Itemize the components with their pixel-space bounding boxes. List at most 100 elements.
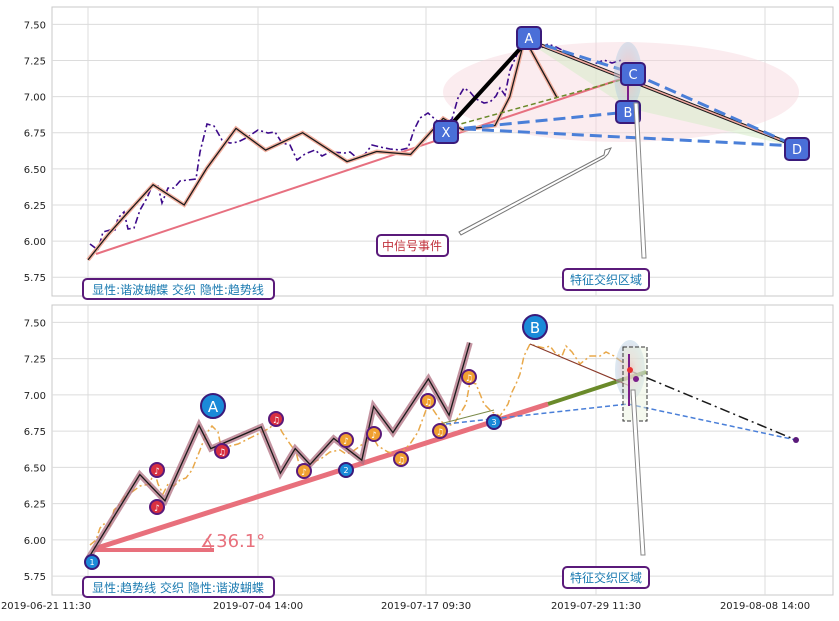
- y-tick-label: 7.00: [24, 93, 46, 104]
- price-smooth-top-line: [87, 37, 558, 261]
- x-tick-label: 2019-06-21 11:30: [1, 601, 91, 612]
- label-x: X: [433, 120, 459, 144]
- bottom-leg-bd: [627, 403, 797, 441]
- angle-label: ∡36.1°: [200, 531, 265, 552]
- zone-label-box-top: 特征交织区域: [562, 268, 650, 291]
- wave-markers: 1 2 3: [84, 414, 502, 570]
- note-marker-3: ♫: [214, 443, 230, 459]
- wave-marker-3: 3: [486, 414, 502, 430]
- svg-text:♫: ♫: [397, 456, 405, 466]
- leg-xb: [445, 110, 629, 132]
- top-panel-content: X A C B D 中信号事件 特征交织区域: [82, 26, 810, 300]
- svg-text:1: 1: [89, 558, 94, 567]
- svg-text:♪: ♪: [154, 504, 160, 514]
- y-tick-label: 7.50: [24, 318, 46, 329]
- svg-text:♫: ♫: [272, 416, 280, 426]
- svg-text:B: B: [624, 106, 633, 121]
- y-tick-label: 6.75: [24, 129, 46, 140]
- note-marker-10: ♫: [432, 423, 448, 439]
- bottom-panel-content: ∡36.1° ♪ ♪ ♫ ♫ ♪ ♪ ♪ ♫ ♫ ♫ ♫ 1 2: [82, 314, 799, 598]
- leg-ad-light: [527, 39, 797, 147]
- svg-text:B: B: [530, 319, 540, 337]
- svg-text:特征交织区域: 特征交织区域: [570, 272, 642, 287]
- svg-text:C: C: [628, 68, 637, 83]
- y-tick-label: 6.00: [24, 237, 46, 248]
- y-tick-labels: 7.50 7.25 7.00 6.75 6.50 6.25 6.00 5.75 7.50 7.25…: [24, 20, 46, 583]
- svg-text:♫: ♫: [465, 374, 473, 384]
- event-label-box: 中信号事件: [376, 234, 449, 257]
- y-tick-label: 6.00: [24, 536, 46, 547]
- note-marker-5: ♪: [296, 463, 312, 479]
- event-arrow: [458, 147, 612, 236]
- label-d: D: [784, 137, 810, 161]
- svg-text:X: X: [442, 126, 451, 141]
- y-tick-label: 5.75: [24, 572, 46, 583]
- trendline-bottom: [93, 401, 549, 552]
- big-label-a: A: [200, 393, 226, 419]
- info-box-bottom: 显性:趋势线 交织 隐性:谐波蝴蝶: [82, 576, 275, 598]
- y-tick-label: 6.50: [24, 463, 46, 474]
- y-tick-label: 6.25: [24, 201, 46, 212]
- price-smooth-bottom-line: [87, 342, 471, 560]
- svg-text:♪: ♪: [154, 467, 160, 477]
- note-marker-7: ♪: [366, 426, 382, 442]
- zone-label-box-bottom: 特征交织区域: [562, 566, 650, 589]
- svg-text:A: A: [525, 32, 534, 47]
- note-marker-2: ♪: [149, 499, 165, 515]
- svg-text:♫: ♫: [424, 398, 432, 408]
- label-a: A: [516, 26, 542, 50]
- x-tick-labels: 2019-06-21 11:30 2019-07-04 14:00 2019-07-…: [1, 601, 810, 612]
- wave-base-line: [439, 409, 495, 425]
- note-marker-1: ♪: [149, 462, 165, 478]
- bottom-d-point: [793, 437, 799, 443]
- zone-arrow-top: [633, 102, 647, 259]
- y-tick-label: 6.25: [24, 500, 46, 511]
- svg-text:特征交织区域: 特征交织区域: [570, 570, 642, 585]
- svg-text:♪: ♪: [371, 431, 377, 441]
- x-tick-label: 2019-08-08 14:00: [720, 601, 810, 612]
- y-tick-label: 7.25: [24, 56, 46, 67]
- svg-text:显性:谐波蝴蝶 交织 隐性:趋势线: 显性:谐波蝴蝶 交织 隐性:趋势线: [92, 282, 264, 297]
- leg-xa: [444, 38, 530, 132]
- svg-text:中信号事件: 中信号事件: [382, 238, 442, 253]
- svg-text:♪: ♪: [301, 468, 307, 478]
- svg-text:♫: ♫: [218, 448, 226, 458]
- svg-text:3: 3: [491, 418, 496, 427]
- y-tick-label: 7.50: [24, 20, 46, 31]
- x-tick-label: 2019-07-17 09:30: [381, 601, 471, 612]
- y-tick-label: 6.75: [24, 427, 46, 438]
- y-tick-label: 7.00: [24, 391, 46, 402]
- wave-marker-1: 1: [84, 554, 100, 570]
- bottom-panel: [51, 304, 834, 596]
- note-marker-9: ♫: [420, 393, 436, 409]
- svg-text:A: A: [208, 398, 219, 416]
- svg-text:显性:趋势线 交织 隐性:谐波蝴蝶: 显性:趋势线 交织 隐性:谐波蝴蝶: [92, 580, 264, 595]
- svg-text:♪: ♪: [343, 437, 349, 447]
- big-label-b: B: [522, 314, 548, 340]
- y-tick-label: 5.75: [24, 273, 46, 284]
- label-c: C: [620, 62, 646, 86]
- leg-xd: [445, 126, 797, 148]
- intersection-point-2: [633, 376, 639, 382]
- leg-cd: [631, 71, 797, 148]
- trendline-top: [95, 77, 625, 255]
- note-marker-8: ♫: [393, 451, 409, 467]
- x-tick-label: 2019-07-29 11:30: [551, 601, 641, 612]
- note-markers: ♪ ♪ ♫ ♫ ♪ ♪ ♪ ♫ ♫ ♫ ♫: [149, 369, 477, 515]
- svg-text:2: 2: [343, 466, 348, 475]
- intersection-point: [627, 367, 633, 373]
- x-tick-label: 2019-07-04 14:00: [213, 601, 303, 612]
- y-tick-label: 6.50: [24, 165, 46, 176]
- y-tick-label: 7.25: [24, 355, 46, 366]
- svg-text:D: D: [792, 143, 802, 158]
- note-marker-11: ♫: [461, 369, 477, 385]
- note-marker-4: ♫: [268, 411, 284, 427]
- wave-marker-2: 2: [338, 462, 354, 478]
- note-marker-6: ♪: [338, 432, 354, 448]
- svg-text:♫: ♫: [436, 428, 444, 438]
- bottom-leg-ad: [529, 343, 631, 387]
- bottom-leg-xb: [445, 403, 629, 425]
- zone-arrow-bottom: [630, 389, 646, 556]
- info-box-top: 显性:谐波蝴蝶 交织 隐性:趋势线: [82, 278, 275, 300]
